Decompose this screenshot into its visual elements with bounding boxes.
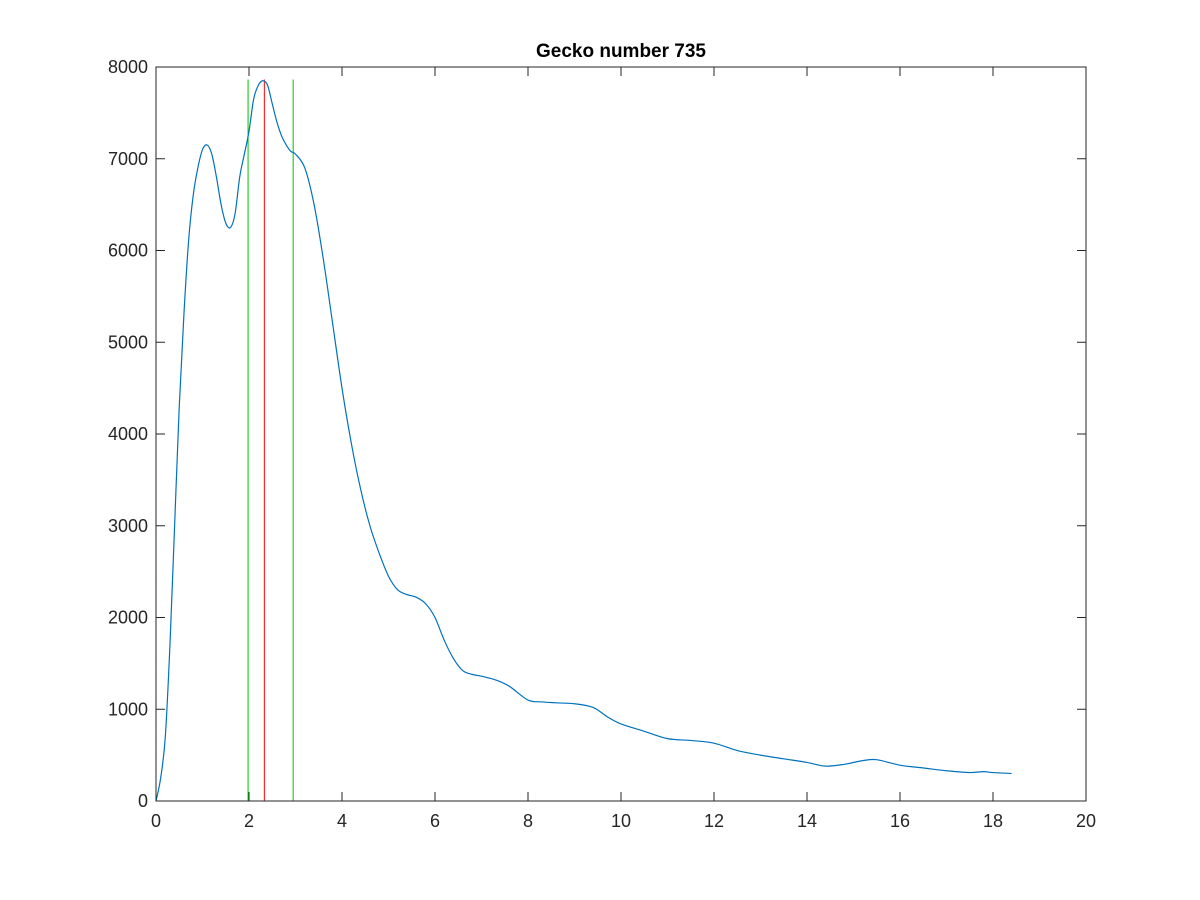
axes-box bbox=[155, 66, 1087, 802]
y-tick-label: 8000 bbox=[108, 57, 148, 77]
x-tick-label: 8 bbox=[523, 811, 533, 831]
y-tick-label: 0 bbox=[138, 791, 148, 811]
x-tick-label: 10 bbox=[611, 811, 631, 831]
x-tick-label: 14 bbox=[797, 811, 817, 831]
y-tick-labels: 0 1000 2000 3000 4000 5000 6000 7000 8000 bbox=[108, 57, 148, 811]
x-tick-label: 12 bbox=[704, 811, 724, 831]
x-tick-label: 0 bbox=[151, 811, 161, 831]
y-tick-label: 2000 bbox=[108, 608, 148, 628]
x-tick-label: 2 bbox=[244, 811, 254, 831]
x-tick-labels: 0 2 4 6 8 10 12 14 16 18 20 bbox=[151, 811, 1096, 831]
x-tick-label: 4 bbox=[337, 811, 347, 831]
series-line bbox=[155, 80, 1012, 802]
series-group bbox=[155, 80, 1012, 802]
y-tick-label: 3000 bbox=[108, 516, 148, 536]
x-tick-label: 6 bbox=[430, 811, 440, 831]
y-tick-label: 1000 bbox=[108, 699, 148, 719]
y-tick-label: 4000 bbox=[108, 424, 148, 444]
x-tick-label: 18 bbox=[983, 811, 1003, 831]
chart-title: Gecko number 735 bbox=[536, 41, 706, 62]
x-tick-label: 20 bbox=[1076, 811, 1096, 831]
y-tick-label: 5000 bbox=[108, 332, 148, 352]
plot-area bbox=[156, 67, 1086, 801]
x-tick-label: 16 bbox=[890, 811, 910, 831]
y-tick-label: 6000 bbox=[108, 241, 148, 261]
vertical-markers bbox=[247, 79, 294, 801]
y-tick-label: 7000 bbox=[108, 149, 148, 169]
